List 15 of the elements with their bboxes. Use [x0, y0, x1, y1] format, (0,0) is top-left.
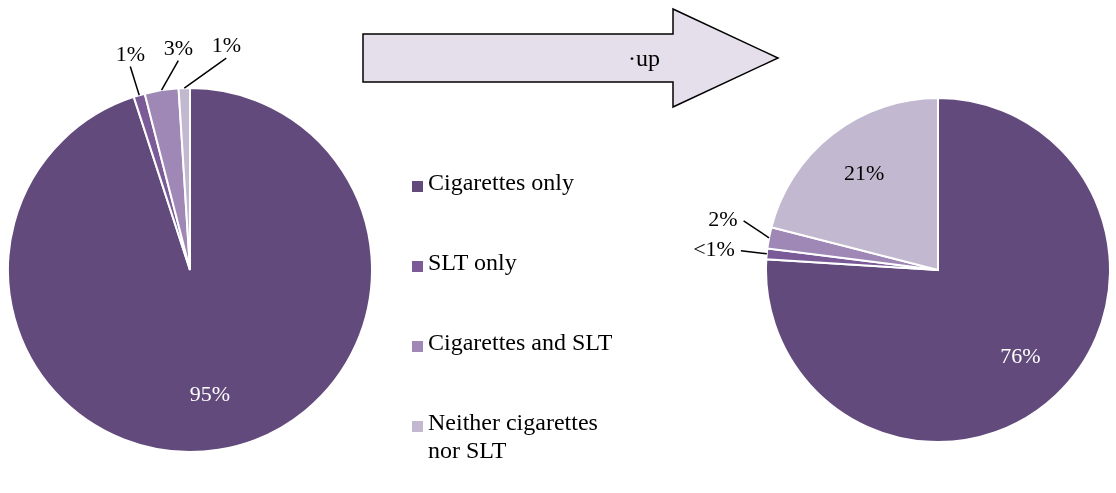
- legend-label: Cigarettes and SLT: [428, 329, 613, 355]
- legend-label: Neither cigarettes nor SLT: [428, 409, 598, 463]
- data-label: <1%: [693, 235, 735, 261]
- data-label: 21%: [844, 159, 885, 185]
- text: ·up: [628, 45, 660, 71]
- data-label: 1%: [211, 32, 241, 58]
- legend-label: Cigarettes only: [428, 169, 574, 195]
- data-label: 76%: [1000, 342, 1041, 368]
- pie-slice: [765, 97, 1111, 443]
- legend-label: SLT only: [428, 249, 517, 275]
- data-label: 1%: [115, 40, 145, 66]
- data-label: 95%: [189, 380, 231, 406]
- data-label: 3%: [163, 34, 193, 60]
- pie-slice: [7, 87, 373, 453]
- data-label: 2%: [708, 205, 738, 231]
